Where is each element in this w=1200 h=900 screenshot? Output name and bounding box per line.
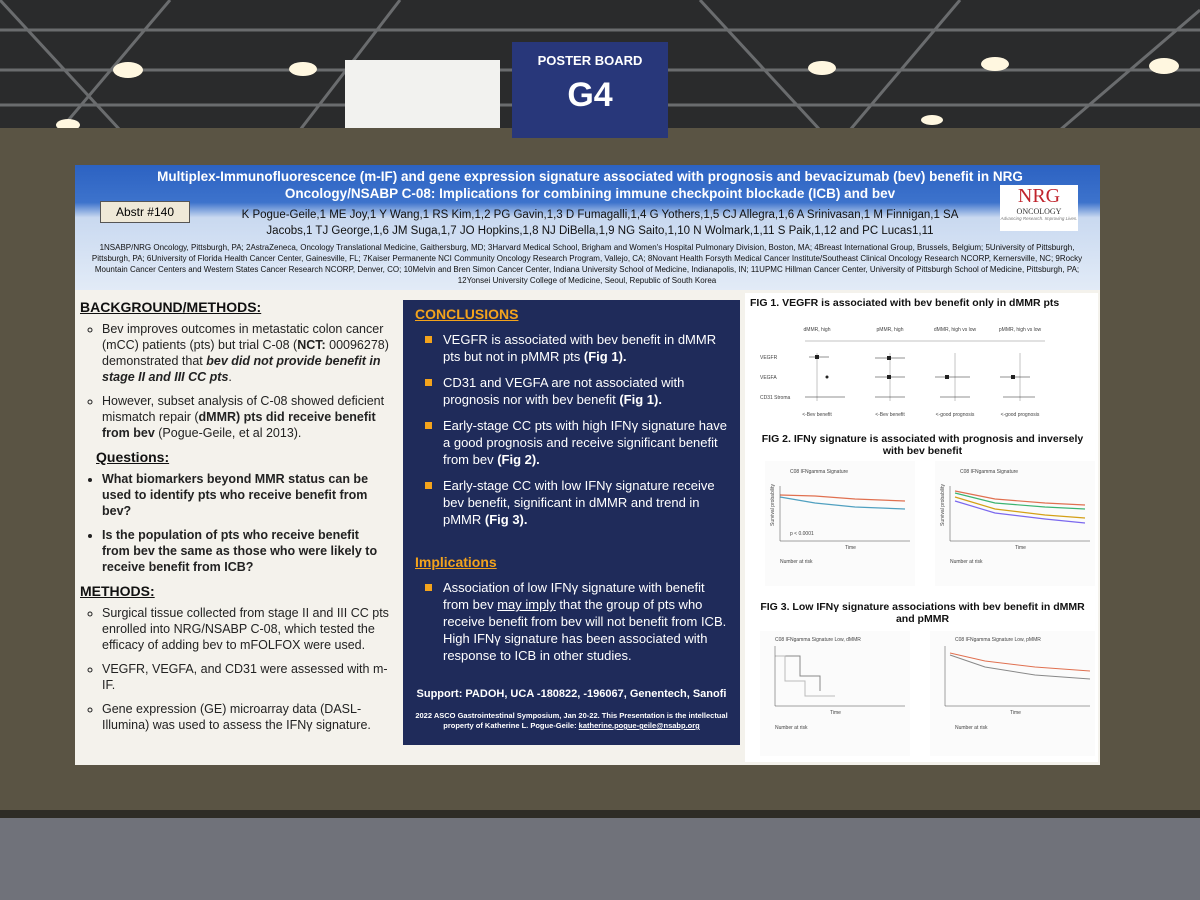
heading: Implications [415, 554, 497, 570]
text-run: Is the population of pts who receive ben… [102, 528, 378, 574]
bullet: However, subset analysis of C-08 showed … [102, 393, 390, 441]
figure-title: FIG 3. Low IFNγ signature associations w… [760, 601, 1085, 625]
poster-title: Multiplex-Immunofluorescence (m-IF) and … [157, 169, 1023, 201]
figure-1: dMMR, high pMMR, high dMMR, high vs low pMM… [760, 327, 1045, 418]
figure-label: Number at risk [780, 559, 813, 565]
authors: K Pogue-Geile,1 ME Joy,1 Y Wang,1 RS Kim… [241, 209, 959, 237]
bullet-list: VEGFR is associated with bev benefit in … [415, 331, 728, 528]
bullet: Early-stage CC with low IFNγ signature r… [425, 477, 728, 528]
poster-header: Multiplex-Immunofluorescence (m-IF) and … [75, 165, 1100, 290]
bullet: Is the population of pts who receive ben… [102, 527, 390, 575]
logo: NRG ONCOLOGY Advancing Research. Improvi… [1000, 185, 1078, 231]
poster-board-sign: POSTER BOARD G4 [512, 42, 668, 138]
text-run: bev did not provide benefit in stage II … [102, 354, 381, 384]
figure-label: Survival probability [940, 484, 946, 526]
text-run: may imply [497, 597, 556, 612]
figure-label: Time [830, 710, 841, 716]
text-run: Early-stage CC with low IFNγ signature r… [443, 478, 715, 527]
text-run: (Fig 3). [484, 512, 528, 527]
affiliations: 1NSABP/NRG Oncology, Pittsburgh, PA; 2As… [91, 243, 1083, 285]
text-run: Surgical tissue collected from stage II … [102, 606, 389, 652]
text-run: . [228, 370, 232, 384]
figure-label: C08 IFNgamma Signature Low, pMMR [955, 637, 1041, 643]
figure-label: <-good prognosis [1001, 412, 1040, 418]
text-run: that the group of pts who receive benefi… [443, 597, 727, 663]
figure-label: VEGFR [760, 355, 778, 361]
figure-3: C08 IFNgamma Signature Low, dMMR Time Numb… [760, 631, 1095, 756]
figure-label: Time [1010, 710, 1021, 716]
figure-title: FIG 2. IFNγ signature is associated with… [761, 433, 1084, 457]
text-run: What biomarkers beyond MMR status can be… [102, 472, 369, 518]
bullet-list: What biomarkers beyond MMR status can be… [80, 471, 390, 575]
bullet-list: Association of low IFNγ signature with b… [415, 579, 728, 664]
figure-label: Number at risk [775, 725, 808, 731]
text-run: CD31 and VEGFA are not associated with p… [443, 375, 685, 407]
text-run: Association of low IFNγ signature with b… [443, 580, 705, 612]
text-run: (Fig 1). [583, 349, 627, 364]
text-run: However, subset analysis of C-08 showed … [102, 394, 385, 424]
text-run: Early-stage CC pts with high IFNγ signat… [443, 418, 727, 467]
figure-label: p < 0.0001 [790, 531, 814, 537]
middle-column: CONCLUSIONS VEGFR is associated with bev… [403, 300, 740, 745]
text-run: 00096278) demonstrated that [102, 338, 389, 368]
text-run: VEGFR is associated with bev benefit in … [443, 332, 717, 364]
heading: Questions: [96, 449, 170, 465]
bullet: Surgical tissue collected from stage II … [102, 605, 390, 653]
figure-label: dMMR, high vs low [934, 327, 977, 333]
abstract-number: Abstr #140 [100, 201, 190, 223]
figure-label: C08 IFNgamma Signature [960, 469, 1018, 475]
figure-2: C08 IFNgamma Signature Time Number at risk… [765, 461, 1095, 586]
bullet: CD31 and VEGFA are not associated with p… [425, 374, 728, 408]
bullet-list: Bev improves outcomes in metastatic colo… [80, 321, 390, 441]
heading: METHODS: [80, 583, 155, 599]
text-run: Gene expression (GE) microarray data (DA… [102, 702, 371, 732]
figure-label: <-good prognosis [936, 412, 975, 418]
text-run: katherine.pogue-geile@nsabp.org [578, 721, 700, 730]
heading: CONCLUSIONS [415, 306, 519, 322]
sign-label: POSTER BOARD [537, 53, 643, 68]
logo-name: NRG [1017, 185, 1061, 207]
bullet: Gene expression (GE) microarray data (DA… [102, 701, 390, 733]
text-run: 2022 ASCO Gastrointestinal Symposium, Ja… [415, 711, 728, 730]
text-run: (Pogue-Geile, et al 2013). [154, 426, 302, 440]
figure-label: Time [1015, 545, 1026, 551]
bullet: VEGFR, VEGFA, and CD31 were assessed wit… [102, 661, 390, 693]
text-run: dMMR) pts did receive benefit from bev [102, 410, 376, 440]
figure-label: C08 IFNgamma Signature Low, dMMR [775, 637, 861, 643]
logo-sub: ONCOLOGY [1016, 207, 1062, 216]
left-column: BACKGROUND/METHODS: Bev improves outcome… [80, 295, 390, 760]
figure-label: Number at risk [950, 559, 983, 565]
figure-label: C08 IFNgamma Signature [790, 469, 848, 475]
footer: 2022 ASCO Gastrointestinal Symposium, Ja… [415, 711, 728, 731]
figures-column: FIG 1. VEGFR is associated with bev bene… [745, 293, 1098, 762]
figure-label: pMMR, high [877, 327, 904, 333]
logo-tagline: Advancing Research. Improving Lives. [1000, 216, 1078, 221]
figure-label: Survival probability [770, 484, 776, 526]
text-run: NCT: [297, 338, 326, 352]
bullet-list: Surgical tissue collected from stage II … [80, 605, 390, 733]
figure-title: FIG 1. VEGFR is associated with bev bene… [750, 297, 1060, 309]
bullet: Association of low IFNγ signature with b… [425, 579, 728, 664]
text-run: (Fig 1). [619, 392, 662, 407]
bullet: Early-stage CC pts with high IFNγ signat… [425, 417, 728, 468]
figure-label: dMMR, high [804, 327, 831, 333]
bullet: What biomarkers beyond MMR status can be… [102, 471, 390, 519]
bullet: Bev improves outcomes in metastatic colo… [102, 321, 390, 385]
heading: BACKGROUND/METHODS: [80, 299, 262, 315]
figure-label: CD31 Stroma [760, 395, 791, 401]
text-run: (Fig 2). [497, 452, 540, 467]
text-run: VEGFR, VEGFA, and CD31 were assessed wit… [102, 662, 388, 692]
bullet: VEGFR is associated with bev benefit in … [425, 331, 728, 365]
figure-label: VEGFA [760, 375, 777, 381]
figure-label: <-Bev benefit [802, 412, 832, 418]
figure-label: pMMR, high vs low [999, 327, 1042, 333]
figure-label: Time [845, 545, 856, 551]
sign-code: G4 [567, 76, 613, 114]
figure-label: <-Bev benefit [875, 412, 905, 418]
figure-label: Number at risk [955, 725, 988, 731]
support: Support: PADOH, UCA -180822, -196067, Ge… [416, 688, 727, 700]
text-run: Bev improves outcomes in metastatic colo… [102, 322, 384, 352]
